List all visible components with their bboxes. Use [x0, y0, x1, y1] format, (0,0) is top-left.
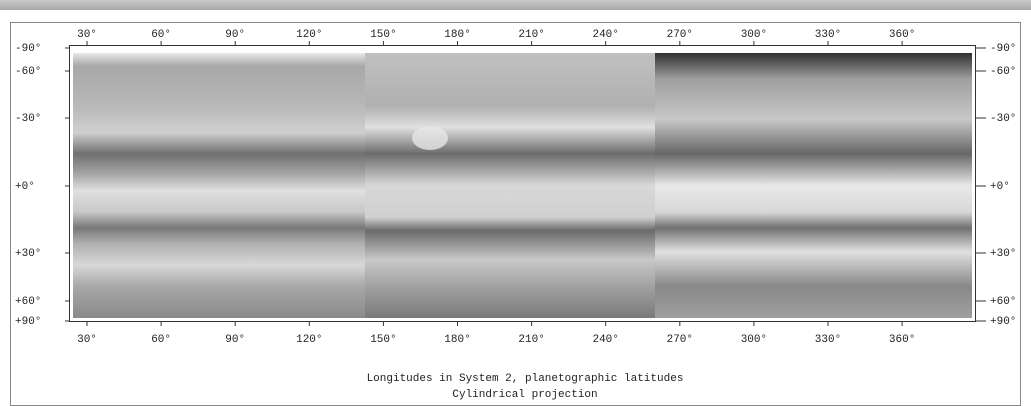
- top-longitude-label: 30°: [77, 29, 97, 41]
- map-panel: [365, 53, 655, 318]
- bottom-longitude-label: 210°: [518, 334, 544, 346]
- top-longitude-label: 270°: [667, 29, 693, 41]
- top-longitude-label: 330°: [815, 29, 841, 41]
- caption: Cylindrical projection: [452, 389, 597, 401]
- page: 30° 30° 60° 60° 90° 90° 120° 120° 150° 150° 180° 18…: [0, 0, 1031, 406]
- left-latitude-label: -90°: [15, 43, 41, 55]
- bottom-longitude-label: 360°: [889, 334, 915, 346]
- top-longitude-label: 360°: [889, 29, 915, 41]
- right-latitude-label: +90°: [990, 316, 1016, 328]
- top-longitude-label: 150°: [370, 29, 396, 41]
- map-panel: [73, 53, 365, 318]
- bottom-longitude-label: 330°: [815, 334, 841, 346]
- top-longitude-label: 210°: [518, 29, 544, 41]
- right-latitude-label: -90°: [990, 43, 1016, 55]
- top-longitude-label: 180°: [444, 29, 470, 41]
- bottom-longitude-label: 90°: [225, 334, 245, 346]
- left-latitude-label: +30°: [15, 248, 41, 260]
- top-longitude-label: 240°: [592, 29, 618, 41]
- caption: Longitudes in System 2, planetographic l…: [367, 373, 684, 385]
- left-latitude-label: -60°: [15, 66, 41, 78]
- top-longitude-label: 300°: [741, 29, 767, 41]
- storm-oval: [412, 126, 448, 150]
- left-latitude-label: -30°: [15, 113, 41, 125]
- left-latitude-label: +0°: [15, 181, 35, 193]
- right-latitude-label: +0°: [990, 181, 1010, 193]
- bottom-longitude-label: 60°: [151, 334, 171, 346]
- map-panel: [655, 53, 972, 318]
- bottom-longitude-label: 240°: [592, 334, 618, 346]
- right-latitude-label: -30°: [990, 113, 1016, 125]
- bottom-longitude-label: 180°: [444, 334, 470, 346]
- left-latitude-label: +60°: [15, 296, 41, 308]
- left-latitude-label: +90°: [15, 316, 41, 328]
- top-longitude-label: 120°: [296, 29, 322, 41]
- bottom-longitude-label: 150°: [370, 334, 396, 346]
- right-latitude-label: +60°: [990, 296, 1016, 308]
- bottom-longitude-label: 300°: [741, 334, 767, 346]
- right-latitude-label: +30°: [990, 248, 1016, 260]
- bottom-longitude-label: 270°: [667, 334, 693, 346]
- right-latitude-label: -60°: [990, 66, 1016, 78]
- bottom-longitude-label: 30°: [77, 334, 97, 346]
- window-bar: [0, 0, 1031, 10]
- top-longitude-label: 60°: [151, 29, 171, 41]
- bottom-longitude-label: 120°: [296, 334, 322, 346]
- top-longitude-label: 90°: [225, 29, 245, 41]
